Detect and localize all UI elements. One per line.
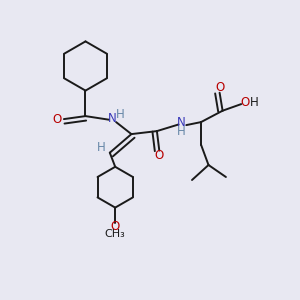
Text: H: H xyxy=(176,124,185,138)
Text: N: N xyxy=(108,112,117,125)
Text: O: O xyxy=(155,149,164,162)
Text: H: H xyxy=(97,141,106,154)
Text: O: O xyxy=(215,81,224,94)
Text: CH₃: CH₃ xyxy=(105,229,126,239)
Text: O: O xyxy=(111,220,120,233)
Text: O: O xyxy=(241,96,250,110)
Text: H: H xyxy=(249,96,258,110)
Text: N: N xyxy=(176,116,185,129)
Text: O: O xyxy=(53,112,62,126)
Text: H: H xyxy=(116,108,125,122)
